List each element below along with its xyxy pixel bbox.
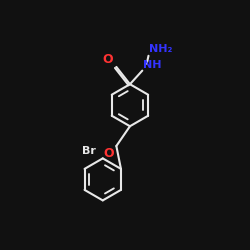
Text: O: O bbox=[103, 53, 114, 66]
Text: O: O bbox=[103, 147, 114, 160]
Text: Br: Br bbox=[82, 146, 96, 156]
Text: NH: NH bbox=[143, 60, 162, 70]
Text: NH₂: NH₂ bbox=[150, 44, 173, 54]
